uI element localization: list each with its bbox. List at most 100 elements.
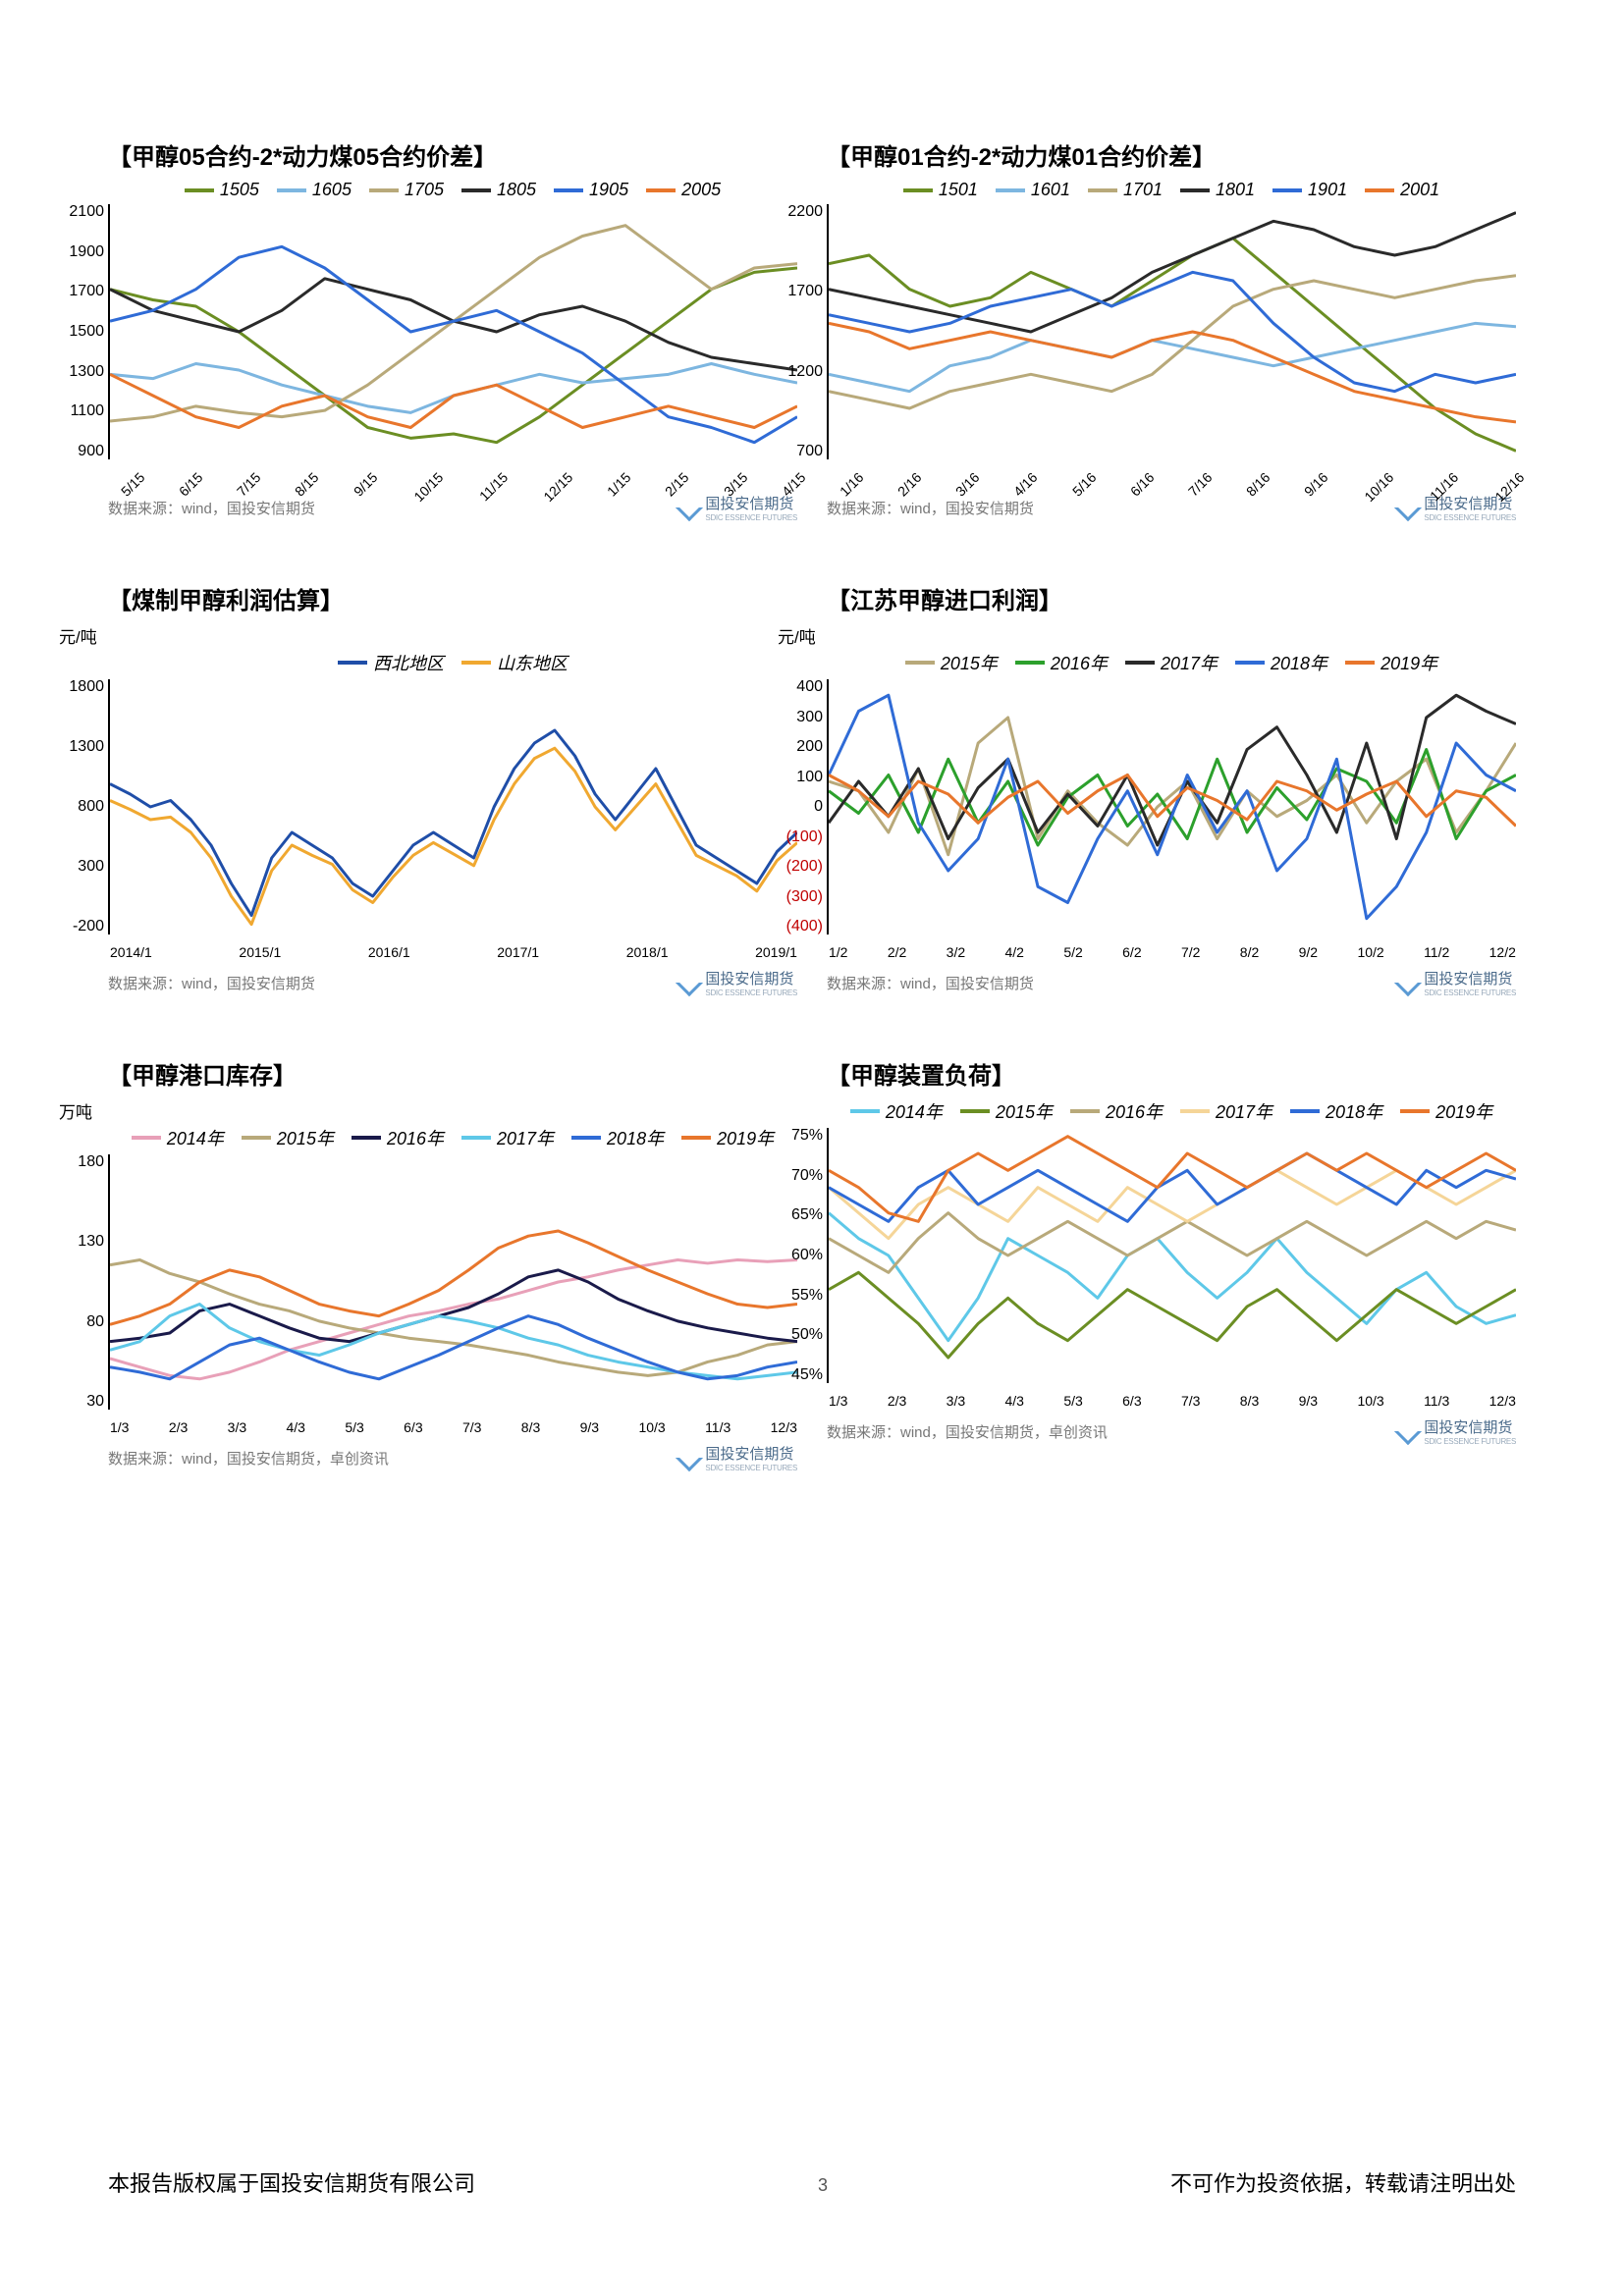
x-tick: 2016/1 [368,944,410,960]
series-line [110,226,797,421]
x-tick: 10/2 [1357,944,1383,960]
x-tick: 10/3 [1357,1393,1383,1409]
y-tick: 1700 [776,284,823,299]
legend-label: 2016年 [387,1125,444,1150]
chart-title: 【甲醇装置负荷】 [827,1056,1516,1091]
y-tick: 1300 [57,364,104,380]
legend-label: 1605 [312,180,352,200]
chart-panel: 【江苏甲醇进口利润】元/吨2015年2016年2017年2018年2019年40… [827,581,1516,997]
legend-item: 2015年 [960,1098,1053,1124]
y-tick: 1200 [776,364,823,380]
legend-label: 2017年 [497,1125,554,1150]
legend-item: 1601 [996,180,1070,200]
legend-item: 2017年 [1180,1098,1272,1124]
unit-label: 元/吨 [59,623,797,648]
y-tick: 1700 [57,284,104,299]
legend-label: 1701 [1123,180,1163,200]
y-axis-ticks: 18001300800300-200 [57,679,104,934]
x-tick: 3/3 [228,1419,246,1435]
y-axis-ticks: 4003002001000(100)(200)(300)(400) [760,679,823,934]
chart-title: 【煤制甲醇利润估算】 [108,581,797,615]
plot-area: 2100190017001500130011009005/156/157/158… [108,204,797,459]
brand-logo: 国投安信期货SDIC ESSENCE FUTURES [679,968,797,997]
chart-title: 【江苏甲醇进口利润】 [827,581,1516,615]
legend-item: 1805 [461,180,536,200]
x-tick: 11/3 [705,1419,731,1435]
legend-item: 2016年 [1070,1098,1163,1124]
y-tick: 50% [776,1327,823,1343]
series-line [829,1153,1516,1221]
x-tick: 5/3 [345,1419,363,1435]
y-tick: -200 [57,919,104,934]
legend-swatch [996,188,1025,192]
legend-item: 2017年 [1125,650,1218,675]
x-tick: 1/3 [829,1393,847,1409]
legend-swatch [1235,661,1265,665]
logo-icon [1394,969,1422,996]
y-tick: 300 [57,859,104,875]
x-axis-ticks: 1/32/33/34/35/36/37/38/39/310/311/312/3 [110,1419,797,1435]
legend-swatch [461,661,491,665]
plot-area: 18001300800300-2002014/12015/12016/12017… [108,679,797,934]
chart-panel: 【甲醇港口库存】万吨2014年2015年2016年2017年2018年2019年… [108,1056,797,1472]
x-tick: 7/3 [1181,1393,1200,1409]
y-tick: 900 [57,444,104,459]
legend-label: 西北地区 [373,650,444,675]
legend-item: 2014年 [850,1098,943,1124]
series-line [829,1213,1516,1273]
plot-svg [829,679,1516,934]
x-axis-ticks: 2014/12015/12016/12017/12018/12019/1 [110,944,797,960]
plot-svg [829,204,1516,459]
x-tick: 3/2 [947,944,965,960]
y-tick: (400) [760,919,823,934]
y-axis-ticks: 210019001700150013001100900 [57,204,104,459]
y-tick: (300) [760,889,823,905]
source-text: 数据来源：wind，国投安信期货 [827,498,1034,518]
x-tick: 2/3 [169,1419,188,1435]
legend-item: 1605 [277,180,352,200]
plot-svg [829,1128,1516,1383]
legend-swatch [242,1136,271,1140]
legend-item: 2005 [646,180,721,200]
legend-label: 1505 [220,180,259,200]
legend-item: 2014年 [132,1125,224,1150]
x-tick: 9/3 [580,1419,599,1435]
legend-swatch [369,188,399,192]
logo-icon [676,494,703,521]
y-tick: 1800 [57,679,104,695]
legend-label: 2019年 [1380,650,1437,675]
logo-text: 国投安信期货SDIC ESSENCE FUTURES [705,493,797,522]
legend-item: 2018年 [571,1125,664,1150]
legend-swatch [1088,188,1117,192]
source-row: 数据来源：wind，国投安信期货国投安信期货SDIC ESSENCE FUTUR… [827,493,1516,522]
page-number: 3 [818,2175,828,2196]
brand-logo: 国投安信期货SDIC ESSENCE FUTURES [679,493,797,522]
legend-label: 1601 [1031,180,1070,200]
y-tick: 100 [760,770,823,785]
y-tick: 200 [760,739,823,755]
chart-legend: 西北地区 山东地区 [108,650,797,675]
legend-swatch [461,188,491,192]
x-tick: 4/3 [1004,1393,1023,1409]
y-tick: 1300 [57,739,104,755]
plot-svg [110,1154,797,1410]
y-tick: 700 [776,444,823,459]
legend-swatch [1070,1109,1100,1113]
legend-item: 1905 [554,180,628,200]
logo-text: 国投安信期货SDIC ESSENCE FUTURES [1424,1416,1516,1446]
y-tick: (100) [760,829,823,845]
y-tick: 75% [776,1128,823,1144]
logo-text: 国投安信期货SDIC ESSENCE FUTURES [705,1443,797,1472]
x-tick: 12/3 [1489,1393,1516,1409]
legend-label: 山东地区 [497,650,568,675]
x-tick: 5/2 [1063,944,1082,960]
x-tick: 6/3 [404,1419,422,1435]
legend-label: 1501 [939,180,978,200]
source-row: 数据来源：wind，国投安信期货，卓创资讯国投安信期货SDIC ESSENCE … [108,1443,797,1472]
legend-label: 1901 [1308,180,1347,200]
logo-icon [1394,494,1422,521]
legend-label: 2018年 [1271,650,1327,675]
chart-legend: 2014年2015年2016年2017年2018年2019年 [108,1125,797,1150]
unit-label: 万吨 [59,1098,797,1123]
source-text: 数据来源：wind，国投安信期货，卓创资讯 [827,1421,1108,1442]
